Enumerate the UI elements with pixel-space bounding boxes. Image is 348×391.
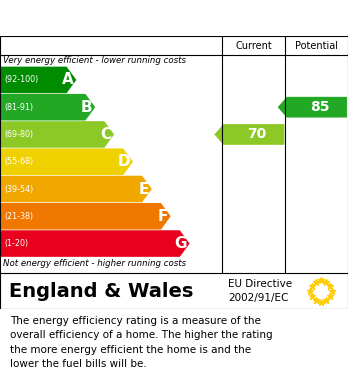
Text: C: C bbox=[100, 127, 111, 142]
Text: (39-54): (39-54) bbox=[4, 185, 33, 194]
Text: The energy efficiency rating is a measure of the
overall efficiency of a home. T: The energy efficiency rating is a measur… bbox=[10, 316, 273, 369]
Text: F: F bbox=[158, 209, 168, 224]
Text: (81-91): (81-91) bbox=[4, 103, 33, 112]
Polygon shape bbox=[1, 203, 171, 230]
Text: D: D bbox=[118, 154, 130, 169]
Text: (69-80): (69-80) bbox=[4, 130, 33, 139]
Text: (55-68): (55-68) bbox=[4, 157, 33, 166]
Polygon shape bbox=[1, 230, 190, 257]
Text: Not energy efficient - higher running costs: Not energy efficient - higher running co… bbox=[3, 260, 187, 269]
Polygon shape bbox=[278, 97, 347, 118]
Text: G: G bbox=[174, 236, 187, 251]
Polygon shape bbox=[1, 66, 76, 93]
Polygon shape bbox=[1, 176, 152, 202]
Text: 70: 70 bbox=[247, 127, 267, 142]
Polygon shape bbox=[1, 121, 114, 148]
Text: EU Directive
2002/91/EC: EU Directive 2002/91/EC bbox=[228, 280, 292, 303]
Polygon shape bbox=[1, 149, 133, 175]
Text: (92-100): (92-100) bbox=[4, 75, 38, 84]
Polygon shape bbox=[1, 94, 95, 120]
Text: Current: Current bbox=[235, 41, 272, 50]
Text: B: B bbox=[81, 100, 93, 115]
Text: (21-38): (21-38) bbox=[4, 212, 33, 221]
Text: E: E bbox=[139, 181, 149, 197]
Text: (1-20): (1-20) bbox=[4, 239, 28, 248]
Text: Energy Efficiency Rating: Energy Efficiency Rating bbox=[10, 11, 232, 26]
Text: Potential: Potential bbox=[295, 41, 338, 50]
Text: England & Wales: England & Wales bbox=[9, 282, 193, 301]
Text: 85: 85 bbox=[310, 100, 330, 114]
Polygon shape bbox=[214, 124, 284, 145]
Text: Very energy efficient - lower running costs: Very energy efficient - lower running co… bbox=[3, 56, 187, 65]
Text: A: A bbox=[62, 72, 73, 88]
